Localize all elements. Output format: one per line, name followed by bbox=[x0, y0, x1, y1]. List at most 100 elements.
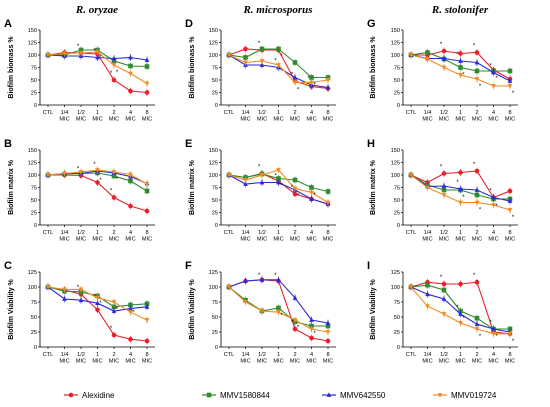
data-point bbox=[95, 54, 100, 60]
significance-marker: * bbox=[280, 313, 283, 319]
x-tick-label: 8 MIC bbox=[505, 352, 515, 365]
data-point bbox=[325, 84, 331, 90]
significance-marker: * bbox=[313, 331, 316, 337]
data-point bbox=[292, 80, 298, 86]
significance-marker: * bbox=[307, 76, 310, 82]
significance-marker: * bbox=[495, 204, 498, 210]
x-tick-label: CTL bbox=[224, 110, 235, 116]
significance-marker: * bbox=[116, 307, 119, 313]
significance-marker: * bbox=[77, 167, 80, 173]
panel-label: E bbox=[185, 138, 192, 150]
significance-marker: * bbox=[110, 189, 113, 195]
data-point bbox=[144, 64, 150, 69]
y-axis-label: Biofilm matrix % bbox=[370, 159, 377, 215]
data-point bbox=[95, 295, 100, 301]
significance-marker: * bbox=[489, 64, 492, 70]
significance-marker: * bbox=[462, 73, 465, 79]
x-tick-label: 4 MIC bbox=[488, 352, 498, 365]
significance-marker: * bbox=[274, 59, 277, 65]
significance-marker: * bbox=[77, 44, 80, 50]
x-tick-label: 2 MIC bbox=[290, 110, 300, 123]
significance-marker: * bbox=[291, 72, 294, 78]
data-point bbox=[458, 281, 463, 287]
panel-label: F bbox=[185, 260, 192, 272]
panel-label: D bbox=[185, 18, 193, 30]
series-mmv019724 bbox=[408, 171, 513, 214]
data-point bbox=[62, 287, 67, 293]
data-point bbox=[425, 282, 430, 288]
x-tick-label: CTL bbox=[406, 230, 417, 236]
data-point bbox=[458, 65, 463, 70]
significance-marker: * bbox=[512, 91, 515, 97]
data-point bbox=[458, 200, 463, 206]
x-tick-label: 1 MIC bbox=[273, 230, 283, 243]
data-point bbox=[309, 185, 314, 190]
y-axis-label: Biofilm Viability % bbox=[189, 278, 196, 339]
data-point bbox=[128, 203, 133, 209]
x-tick-label: 1/4 MIC bbox=[59, 352, 69, 365]
data-point bbox=[408, 285, 414, 290]
significance-marker: * bbox=[313, 193, 316, 199]
x-tick-label: 1/4 MIC bbox=[422, 230, 432, 243]
data-point bbox=[325, 78, 331, 83]
data-point bbox=[474, 327, 480, 332]
data-point bbox=[128, 172, 133, 178]
y-tick-label: 75 bbox=[212, 300, 218, 306]
data-point bbox=[474, 200, 480, 206]
y-tick-label: 25 bbox=[394, 91, 400, 97]
y-tick-label: 100 bbox=[28, 285, 37, 291]
significance-marker: * bbox=[258, 41, 261, 47]
x-tick-label: 4 MIC bbox=[306, 230, 316, 243]
panel-a: A Biofilm biomass % 0 25 50 75 100 125 150 CTL 1/4… bbox=[4, 18, 155, 123]
x-tick-label: 8 MIC bbox=[505, 110, 515, 123]
data-point bbox=[325, 338, 331, 344]
data-point bbox=[128, 71, 133, 77]
x-tick-label: 1 MIC bbox=[455, 110, 465, 123]
y-tick-label: 0 bbox=[397, 223, 400, 229]
data-point bbox=[408, 53, 414, 58]
data-point bbox=[144, 318, 150, 323]
y-tick-label: 50 bbox=[31, 78, 37, 84]
y-axis-label: Biofilm matrix % bbox=[8, 159, 15, 215]
x-tick-label: 1/2 MIC bbox=[257, 230, 267, 243]
legend-marker bbox=[206, 392, 212, 398]
significance-marker: * bbox=[313, 83, 316, 89]
data-point bbox=[474, 168, 480, 174]
significance-marker: * bbox=[495, 334, 498, 340]
y-tick-label: 125 bbox=[391, 270, 400, 276]
y-axis-label: Biofilm matrix % bbox=[189, 159, 196, 215]
panel-label: H bbox=[367, 138, 375, 150]
y-axis-label: Biofilm biomass % bbox=[189, 36, 196, 99]
data-point bbox=[243, 181, 248, 186]
significance-marker: * bbox=[99, 301, 102, 307]
significance-marker: * bbox=[440, 275, 443, 281]
data-point bbox=[309, 75, 314, 80]
legend: Alexidine MMV1580844 MMV642550 MMV019724 bbox=[64, 391, 497, 400]
y-tick-label: 50 bbox=[31, 198, 37, 204]
data-point bbox=[45, 53, 51, 58]
data-point bbox=[474, 192, 480, 198]
series-mmv019724 bbox=[408, 51, 513, 90]
data-point bbox=[491, 69, 496, 75]
data-point bbox=[309, 327, 314, 332]
data-point bbox=[128, 302, 133, 308]
data-point bbox=[243, 55, 248, 60]
significance-marker: * bbox=[291, 320, 294, 326]
significance-marker: * bbox=[479, 208, 482, 214]
data-point bbox=[458, 311, 463, 316]
y-tick-label: 75 bbox=[31, 66, 37, 72]
significance-marker: * bbox=[462, 195, 465, 201]
panel-label: G bbox=[367, 18, 376, 30]
data-point bbox=[507, 331, 513, 337]
x-tick-label: 4 MIC bbox=[125, 352, 135, 365]
data-point bbox=[111, 195, 117, 200]
legend-item-mmv1580844: MMV1580844 bbox=[202, 391, 270, 400]
data-point bbox=[144, 182, 150, 187]
data-point bbox=[95, 168, 100, 173]
y-tick-label: 50 bbox=[394, 198, 400, 204]
series-mmv019724 bbox=[45, 166, 150, 188]
x-tick-label: 2 MIC bbox=[109, 352, 119, 365]
y-tick-label: 0 bbox=[34, 103, 37, 109]
x-tick-label: 2 MIC bbox=[290, 352, 300, 365]
series-mmv1580844 bbox=[226, 283, 331, 330]
